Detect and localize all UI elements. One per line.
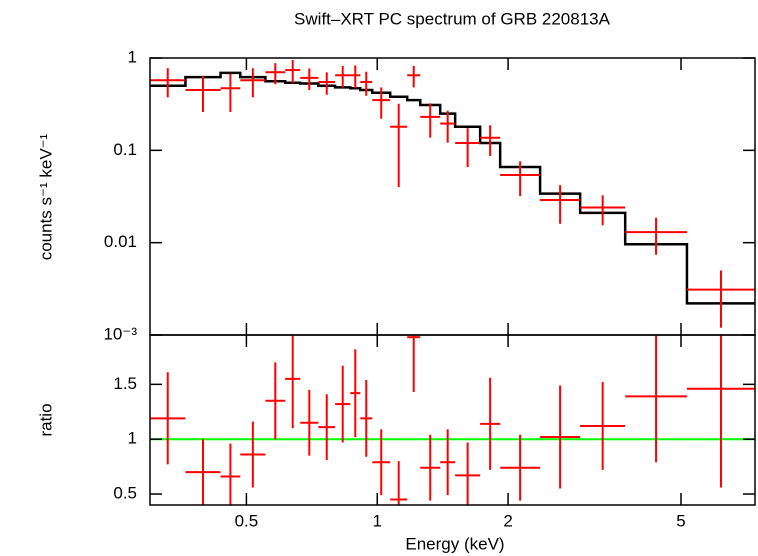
x-tick-label: 5 — [676, 511, 685, 530]
plot-frame — [149, 334, 756, 506]
x-axis-label: Energy (keV) — [405, 534, 504, 553]
y-tick-label: 1 — [128, 47, 137, 66]
x-tick-label: 0.5 — [235, 511, 259, 530]
y-tick-label: 1 — [128, 429, 137, 448]
chart-title: Swift–XRT PC spectrum of GRB 220813A — [294, 9, 611, 28]
x-tick-label: 1 — [373, 511, 382, 530]
y-tick-label: 0.01 — [104, 232, 137, 251]
plot-frame — [149, 57, 756, 336]
y-tick-label: 0.5 — [113, 484, 137, 503]
x-tick-label: 2 — [503, 511, 512, 530]
y-axis-label: counts s⁻¹ keV⁻¹ — [36, 133, 55, 260]
y-axis-label: ratio — [36, 403, 55, 436]
y-tick-label: 10⁻³ — [103, 324, 137, 343]
y-tick-label: 0.1 — [113, 140, 137, 159]
model-step — [150, 71, 755, 305]
y-tick-label: 1.5 — [113, 374, 137, 393]
